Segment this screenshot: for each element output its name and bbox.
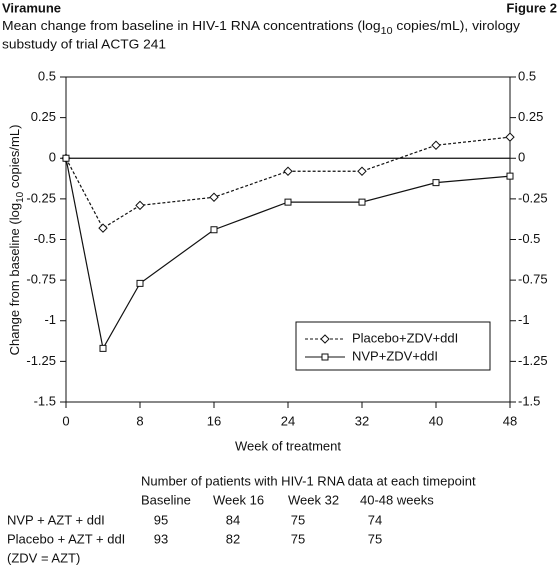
y2-tick-label: 0.25	[518, 109, 543, 124]
table-cell: 75	[368, 531, 382, 546]
marker	[505, 132, 515, 142]
table-cell: 74	[368, 512, 382, 527]
table-cell: 75	[291, 531, 305, 546]
y-tick-label: 0	[49, 150, 56, 165]
y2-tick-label: -0.5	[518, 231, 540, 246]
legend-label: NVP+ZDV+ddI	[352, 348, 438, 363]
y-label-part: Change from baseline (log	[7, 203, 22, 355]
y-tick-label: -1.5	[34, 393, 56, 408]
y2-tick-label: 0.5	[518, 68, 536, 83]
marker	[358, 198, 366, 206]
chart-title: Mean change from baseline in HIV-1 RNA c…	[2, 18, 521, 36]
x-tick-label: 8	[136, 413, 143, 428]
x-tick-label: 0	[62, 413, 69, 428]
y-label-part: copies/mL)	[7, 125, 22, 192]
marker	[136, 279, 144, 287]
y2-tick-label: -0.25	[518, 190, 548, 205]
table-cell: 75	[291, 512, 305, 527]
marker	[99, 344, 107, 352]
legend-box	[295, 321, 491, 371]
table-cell: 84	[226, 512, 240, 527]
marker	[431, 140, 441, 150]
y-tick-label: -0.75	[26, 272, 56, 287]
series-line	[65, 158, 511, 351]
table-header: Week 16	[213, 492, 264, 507]
y-tick-label: -1.25	[26, 353, 56, 368]
marker	[209, 192, 219, 202]
marker	[320, 334, 330, 344]
legend-label: Placebo+ZDV+ddI	[352, 330, 458, 345]
table-header: Baseline	[141, 492, 191, 507]
table-header: Week 32	[288, 492, 339, 507]
table-cell: 82	[226, 531, 240, 546]
y2-tick-label: -0.75	[518, 272, 548, 287]
marker	[432, 179, 440, 187]
marker	[98, 223, 108, 233]
y-tick-label: -1	[44, 312, 56, 327]
table-title: Number of patients with HIV-1 RNA data a…	[141, 473, 476, 488]
marker	[321, 353, 329, 361]
x-tick-label: 16	[207, 413, 221, 428]
table-cell: 95	[154, 512, 168, 527]
y-axis-label: Change from baseline (log10 copies/mL)	[7, 125, 25, 356]
y-tick-label: 0.5	[38, 68, 56, 83]
y2-tick-label: -1.25	[518, 353, 548, 368]
title-sub: 10	[381, 26, 393, 37]
marker	[284, 198, 292, 206]
x-tick-label: 24	[281, 413, 295, 428]
y2-tick-label: -1.5	[518, 393, 540, 408]
header-right: Figure 2	[506, 0, 557, 15]
marker	[135, 200, 145, 211]
y-tick-label: -0.5	[34, 231, 56, 246]
x-tick-label: 48	[503, 413, 517, 428]
table-cell: 93	[154, 531, 168, 546]
marker	[506, 172, 514, 180]
marker	[210, 226, 218, 234]
y-tick-label: -0.25	[26, 190, 56, 205]
title-part: Mean change from baseline in HIV-1 RNA c…	[2, 18, 381, 33]
y-label-sub: 10	[15, 191, 26, 203]
marker	[62, 154, 70, 162]
patient-table: Number of patients with HIV-1 RNA data a…	[7, 473, 476, 565]
marker	[357, 166, 367, 176]
y-tick-label: 0.25	[31, 109, 56, 124]
x-tick-label: 40	[429, 413, 443, 428]
title-part: copies/mL), virology	[393, 18, 521, 33]
row-label: Placebo + AZT + ddI	[7, 531, 125, 546]
table-header: 40-48 weeks	[360, 492, 434, 507]
x-axis-label: Week of treatment	[235, 438, 341, 453]
marker	[283, 166, 293, 176]
header-left: Viramune	[2, 0, 61, 15]
table-note: (ZDV = AZT)	[7, 550, 80, 565]
series-line	[65, 136, 511, 229]
chart-title: substudy of trial ACTG 241	[2, 36, 166, 51]
y2-tick-label: 0	[518, 150, 525, 165]
row-label: NVP + AZT + ddI	[7, 512, 105, 527]
y2-tick-label: -1	[518, 312, 530, 327]
x-tick-label: 32	[355, 413, 369, 428]
